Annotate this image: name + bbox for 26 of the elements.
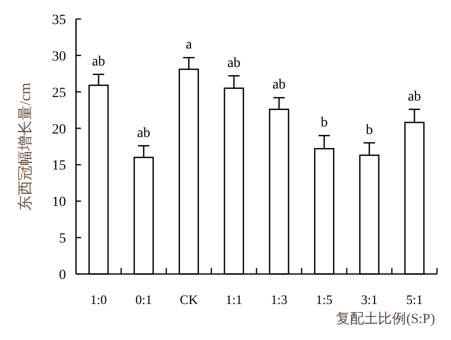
y-tick-label: 25 bbox=[52, 86, 66, 101]
x-tick-label: 0:1 bbox=[135, 292, 152, 307]
annotation: b bbox=[366, 122, 373, 138]
y-tick-label: 15 bbox=[52, 158, 66, 174]
y-axis-title: 东西冠幅增长量/cm bbox=[17, 82, 34, 210]
x-tick-label: 3:1 bbox=[361, 292, 378, 307]
y-tick-label: 0 bbox=[59, 268, 66, 283]
x-tick-label: 1:5 bbox=[316, 292, 332, 307]
x-tick-label: 1:1 bbox=[226, 292, 242, 307]
x-tick-label: CK bbox=[180, 292, 198, 307]
y-tick-label: 5 bbox=[59, 232, 66, 247]
annotation: a bbox=[186, 38, 193, 53]
x-tick-label: 1:0 bbox=[90, 292, 107, 307]
x-tick-label: 1:3 bbox=[270, 292, 288, 307]
annotation: ab bbox=[92, 54, 106, 70]
y-tick-label: 30 bbox=[52, 49, 66, 64]
x-tick-label: 5:1 bbox=[406, 292, 423, 307]
annotation: ab bbox=[137, 126, 150, 141]
annotation: ab bbox=[227, 56, 241, 71]
y-tick-label: 10 bbox=[52, 195, 66, 210]
x-axis-title: 复配土比例(S:P) bbox=[336, 311, 436, 327]
annotation: b bbox=[320, 116, 328, 131]
annotation: ab bbox=[272, 78, 286, 93]
y-tick-label: 35 bbox=[52, 13, 66, 28]
y-tick-label: 20 bbox=[52, 122, 66, 138]
annotation: ab bbox=[408, 89, 422, 104]
